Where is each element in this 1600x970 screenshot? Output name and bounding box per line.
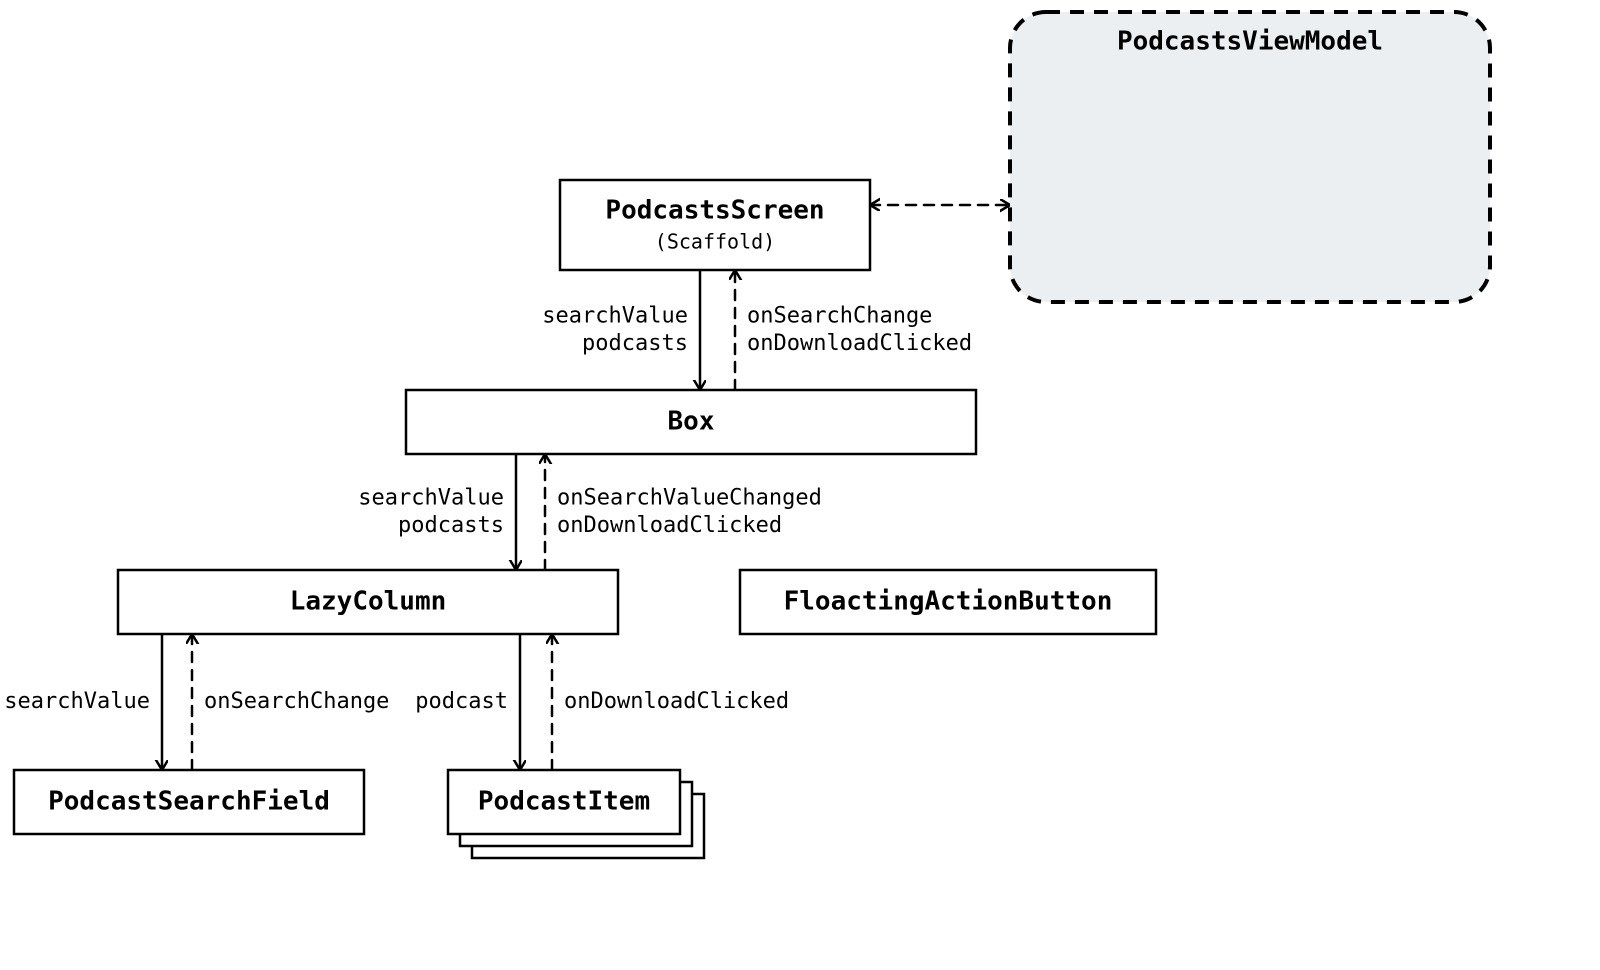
node-label: PodcastsScreen [605, 196, 824, 226]
edge-label: onSearchChange [747, 303, 932, 328]
edge-label: onSearchValueChanged [557, 485, 822, 510]
edge-label: podcast [415, 689, 508, 714]
node-viewModel: PodcastsViewModel [1010, 12, 1490, 302]
edge-label: onDownloadClicked [747, 331, 972, 356]
edge-label: podcasts [398, 513, 504, 538]
node-lazyColumn: LazyColumn [118, 570, 618, 634]
architecture-diagram: searchValue podcasts onSearchChange onDownl… [0, 0, 1600, 970]
node-label: LazyColumn [290, 587, 447, 617]
edge-label: onSearchChange [204, 689, 389, 714]
edge-label: podcasts [582, 331, 688, 356]
edge-label: searchValue [4, 689, 150, 714]
node-box: Box [406, 390, 976, 454]
node-label: Box [668, 407, 715, 437]
node-fab: FloactingActionButton [740, 570, 1156, 634]
edge-label: searchValue [542, 303, 688, 328]
node-podcastItem: PodcastItem [448, 770, 704, 858]
node-podcastsScreen: PodcastsScreen (Scaffold) [560, 180, 870, 270]
node-label: PodcastsViewModel [1117, 27, 1383, 57]
node-podcastSearchField: PodcastSearchField [14, 770, 364, 834]
node-label: PodcastItem [478, 787, 650, 817]
nodes-layer: PodcastsScreen (Scaffold) PodcastsViewMode… [14, 12, 1490, 858]
edge-label: searchValue [358, 485, 504, 510]
node-label: PodcastSearchField [48, 787, 330, 817]
edges-layer: searchValue podcasts onSearchChange onDownl… [4, 205, 1010, 770]
edge-label: onDownloadClicked [557, 513, 782, 538]
node-sublabel: (Scaffold) [655, 230, 775, 254]
node-label: FloactingActionButton [784, 587, 1113, 617]
edge-label: onDownloadClicked [564, 689, 789, 714]
